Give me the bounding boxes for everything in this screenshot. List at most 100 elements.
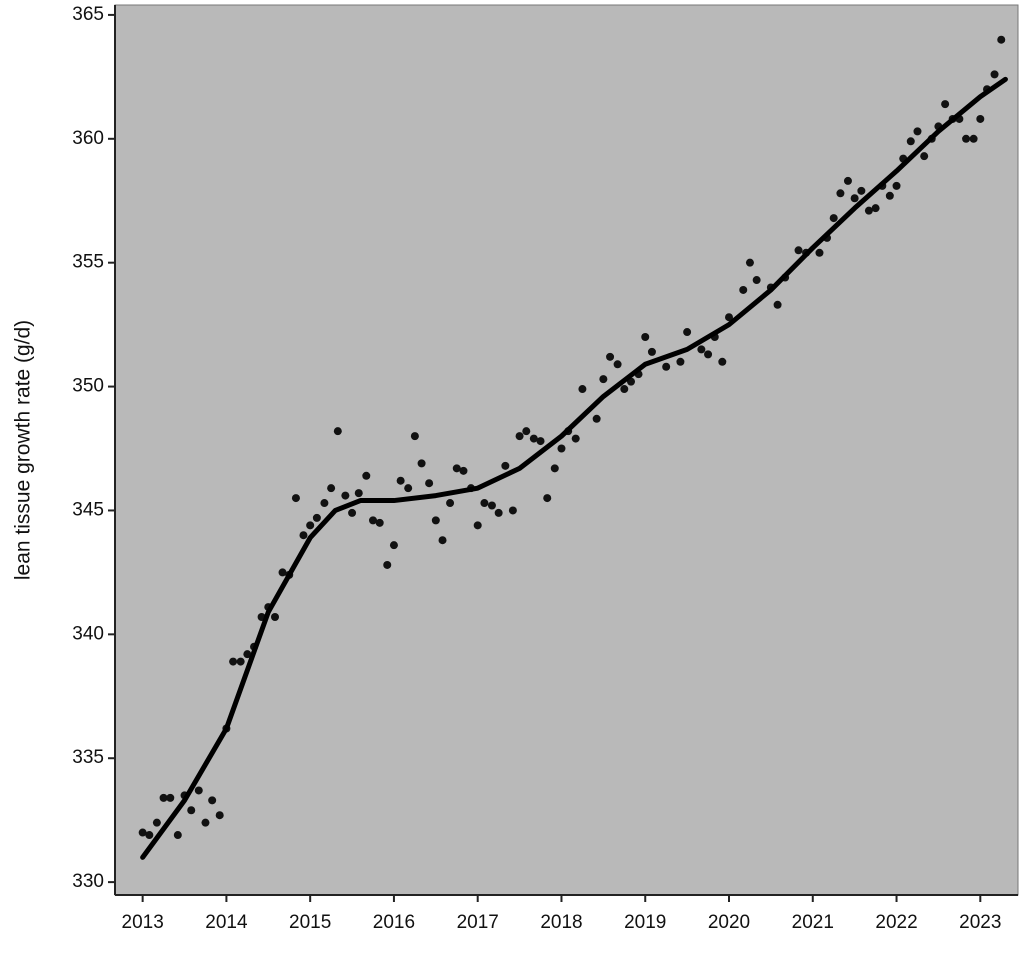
data-point xyxy=(187,806,196,815)
data-point xyxy=(173,831,182,840)
data-point xyxy=(647,347,656,356)
data-point xyxy=(494,508,503,517)
data-point xyxy=(829,214,838,223)
data-point xyxy=(243,650,252,659)
data-point xyxy=(920,152,929,161)
data-point xyxy=(522,427,531,436)
data-point xyxy=(215,811,224,820)
data-point xyxy=(906,137,915,146)
data-point xyxy=(452,464,461,473)
data-point xyxy=(676,357,685,366)
data-point xyxy=(976,114,985,123)
data-point xyxy=(375,518,384,527)
x-tick-label: 2021 xyxy=(792,912,834,933)
data-point xyxy=(508,506,517,515)
data-point xyxy=(857,186,866,195)
data-point xyxy=(473,521,482,530)
x-tick-label: 2015 xyxy=(289,912,331,933)
data-point xyxy=(320,499,329,508)
data-point xyxy=(536,437,545,446)
data-point xyxy=(613,360,622,369)
data-point xyxy=(745,258,754,267)
data-point xyxy=(369,516,377,525)
data-point xyxy=(641,333,650,342)
data-point xyxy=(201,818,210,827)
data-point xyxy=(592,414,601,423)
data-point xyxy=(487,501,496,510)
data-point xyxy=(718,357,727,366)
y-tick-label: 350 xyxy=(72,376,104,397)
data-point xyxy=(389,541,398,550)
data-point xyxy=(327,484,336,493)
data-point xyxy=(697,345,706,354)
data-point xyxy=(997,35,1006,44)
data-point xyxy=(871,204,880,213)
x-tick-label: 2017 xyxy=(457,912,499,933)
data-point xyxy=(704,350,713,359)
data-point xyxy=(208,796,217,805)
data-point xyxy=(599,375,608,384)
data-point xyxy=(229,657,238,666)
data-point xyxy=(815,248,824,257)
x-tick-label: 2022 xyxy=(875,912,917,933)
data-point xyxy=(794,246,803,255)
x-tick-label: 2018 xyxy=(540,912,582,933)
data-point xyxy=(425,479,434,488)
y-axis-label: lean tissue growth rate (g/d) xyxy=(12,320,35,580)
data-point xyxy=(941,100,950,109)
y-tick-label: 345 xyxy=(72,499,104,520)
data-point xyxy=(620,385,629,394)
x-tick-label: 2020 xyxy=(708,912,750,933)
data-point xyxy=(459,466,468,475)
data-point xyxy=(962,134,971,143)
data-point xyxy=(236,657,245,666)
data-point xyxy=(969,134,978,143)
data-point xyxy=(152,818,161,827)
y-tick-label: 360 xyxy=(72,128,104,149)
data-point xyxy=(836,189,845,198)
data-point xyxy=(138,828,147,837)
data-point xyxy=(396,476,405,485)
y-tick-label: 340 xyxy=(72,623,104,644)
data-point xyxy=(159,793,168,802)
data-point xyxy=(438,536,447,545)
data-point xyxy=(480,499,489,508)
data-point xyxy=(752,276,761,285)
data-point xyxy=(850,194,859,203)
data-point xyxy=(333,427,342,436)
data-point xyxy=(990,70,999,79)
data-point xyxy=(270,612,279,621)
data-point xyxy=(404,484,413,493)
data-point xyxy=(843,176,852,185)
data-point xyxy=(354,489,363,498)
data-point xyxy=(312,513,321,522)
y-tick-label: 335 xyxy=(72,747,104,768)
data-point xyxy=(529,434,538,443)
data-point xyxy=(278,568,287,577)
data-point xyxy=(557,444,566,453)
data-point xyxy=(913,127,922,136)
data-point xyxy=(299,531,308,540)
data-point xyxy=(431,516,440,525)
data-point xyxy=(145,831,154,840)
data-point xyxy=(606,352,615,361)
data-point xyxy=(341,491,350,500)
data-point xyxy=(306,521,315,530)
x-tick-label: 2016 xyxy=(373,912,415,933)
data-point xyxy=(348,508,357,517)
data-point xyxy=(543,494,552,503)
data-point xyxy=(885,191,894,200)
data-point xyxy=(578,385,587,394)
fit-line xyxy=(140,76,1008,860)
y-tick-label: 355 xyxy=(72,252,104,273)
data-point xyxy=(515,432,524,441)
y-tick-label: 330 xyxy=(72,871,104,892)
data-point xyxy=(410,432,419,441)
plot-area xyxy=(114,4,1019,896)
data-point xyxy=(662,362,671,371)
data-point xyxy=(417,459,426,468)
data-point xyxy=(683,328,692,337)
data-point xyxy=(892,181,901,190)
x-tick-label: 2014 xyxy=(205,912,248,933)
